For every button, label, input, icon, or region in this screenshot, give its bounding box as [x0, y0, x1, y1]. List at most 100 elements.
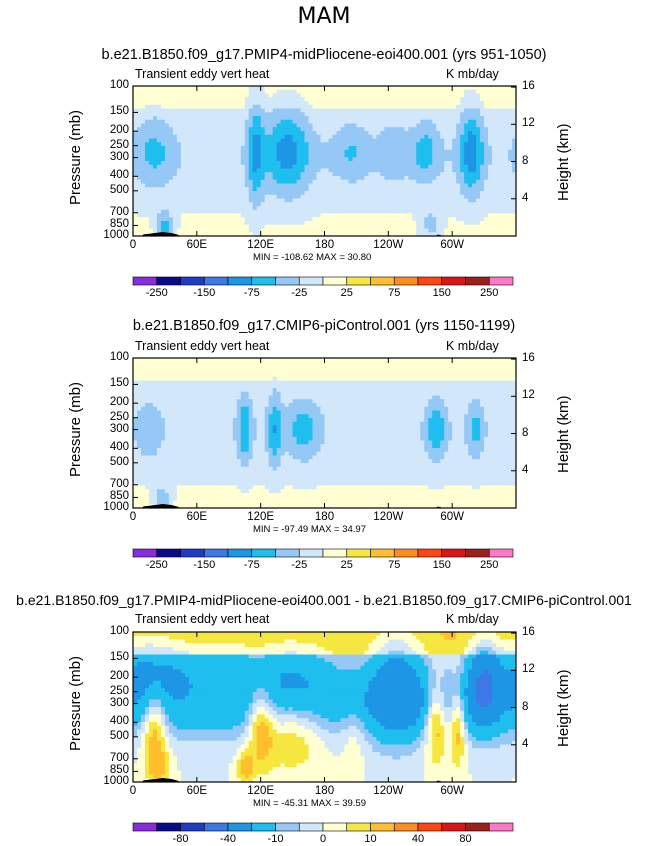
- field-cell: [356, 384, 360, 388]
- field-cell: [273, 202, 277, 206]
- field-cell: [257, 124, 261, 128]
- field-cell: [392, 184, 396, 188]
- field-cell: [253, 157, 257, 161]
- field-cell: [476, 377, 480, 381]
- field-cell: [229, 157, 233, 161]
- field-cell: [396, 161, 400, 165]
- field-cell: [440, 199, 444, 203]
- field-cell: [392, 154, 396, 158]
- field-cell: [249, 366, 253, 370]
- field-cell: [217, 392, 221, 396]
- field-cell: [161, 124, 165, 128]
- field-cell: [225, 399, 229, 403]
- field-cell: [165, 169, 169, 173]
- field-cell: [508, 176, 512, 180]
- field-cell: [265, 120, 269, 124]
- field-cell: [356, 396, 360, 400]
- field-cell: [261, 195, 265, 199]
- field-cell: [169, 142, 173, 146]
- field-cell: [408, 187, 412, 191]
- field-cell: [309, 105, 313, 109]
- field-cell: [436, 392, 440, 396]
- field-cell: [197, 184, 201, 188]
- field-cell: [464, 358, 468, 362]
- field-cell: [348, 225, 352, 229]
- field-cell: [472, 161, 476, 165]
- field-cell: [197, 396, 201, 400]
- field-cell: [261, 217, 265, 221]
- field-cell: [456, 172, 460, 176]
- field-cell: [245, 206, 249, 210]
- field-cell: [456, 202, 460, 206]
- field-cell: [412, 176, 416, 180]
- field-cell: [408, 195, 412, 199]
- field-cell: [149, 384, 153, 388]
- field-cell: [253, 146, 257, 150]
- field-cell: [432, 396, 436, 400]
- field-cell: [189, 94, 193, 98]
- field-cell: [504, 150, 508, 154]
- field-cell: [388, 169, 392, 173]
- field-cell: [325, 362, 329, 366]
- field-cell: [416, 116, 420, 120]
- field-cell: [157, 86, 161, 90]
- field-cell: [165, 135, 169, 139]
- field-cell: [277, 116, 281, 120]
- field-cell: [293, 131, 297, 135]
- field-cell: [440, 97, 444, 101]
- field-cell: [249, 388, 253, 392]
- field-cell: [269, 373, 273, 377]
- field-cell: [313, 131, 317, 135]
- field-cell: [344, 362, 348, 366]
- field-cell: [504, 131, 508, 135]
- field-cell: [472, 90, 476, 94]
- field-cell: [424, 176, 428, 180]
- field-cell: [476, 180, 480, 184]
- field-cell: [325, 157, 329, 161]
- field-cell: [448, 124, 452, 128]
- field-cell: [504, 199, 508, 203]
- field-cell: [408, 112, 412, 116]
- field-cell: [321, 369, 325, 373]
- field-cell: [169, 101, 173, 105]
- field-cell: [496, 195, 500, 199]
- field-cell: [360, 169, 364, 173]
- field-cell: [508, 142, 512, 146]
- field-cell: [392, 139, 396, 143]
- field-cell: [137, 373, 141, 377]
- field-cell: [428, 150, 432, 154]
- field-cell: [420, 229, 424, 233]
- field-cell: [177, 176, 181, 180]
- field-cell: [297, 86, 301, 90]
- field-cell: [400, 229, 404, 233]
- field-cell: [352, 154, 356, 158]
- field-cell: [452, 124, 456, 128]
- field-cell: [452, 388, 456, 392]
- field-cell: [317, 97, 321, 101]
- field-cell: [277, 206, 281, 210]
- field-cell: [157, 381, 161, 385]
- field-cell: [348, 165, 352, 169]
- field-cell: [229, 142, 233, 146]
- field-cell: [289, 399, 293, 403]
- field-cell: [213, 86, 217, 90]
- field-cell: [293, 127, 297, 131]
- field-cell: [340, 116, 344, 120]
- field-cell: [229, 396, 233, 400]
- field-cell: [217, 124, 221, 128]
- field-cell: [380, 135, 384, 139]
- field-cell: [325, 214, 329, 218]
- field-cell: [309, 142, 313, 146]
- field-cell: [169, 157, 173, 161]
- field-cell: [392, 86, 396, 90]
- field-cell: [380, 221, 384, 225]
- field-cell: [496, 127, 500, 131]
- field-cell: [257, 377, 261, 381]
- field-cell: [444, 101, 448, 105]
- field-cell: [305, 392, 309, 396]
- field-cell: [408, 217, 412, 221]
- field-cell: [396, 210, 400, 214]
- field-cell: [408, 388, 412, 392]
- field-cell: [245, 109, 249, 113]
- field-cell: [149, 180, 153, 184]
